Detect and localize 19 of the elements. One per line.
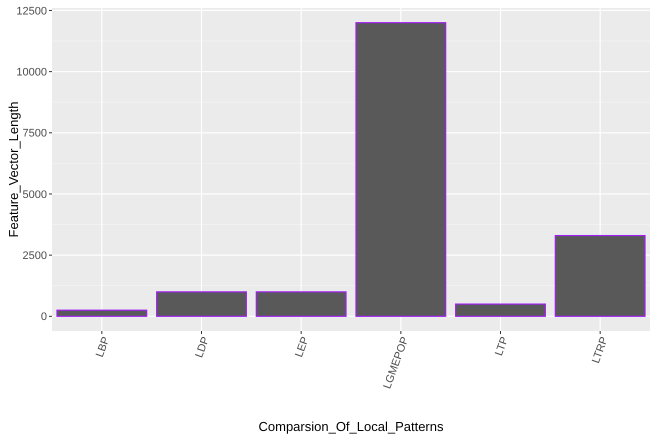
y-tick-label: 0 [40, 311, 47, 324]
bar [355, 22, 446, 317]
y-tick-label: 10000 [16, 66, 47, 78]
y-tick-label: 5000 [22, 188, 47, 201]
x-axis-title: Comparsion_Of_Local_Patterns [258, 419, 444, 434]
x-tick-label: LEP [293, 335, 312, 359]
x-tick-label: LDP [193, 335, 212, 360]
bar [455, 303, 546, 317]
y-tick-label: 2500 [22, 250, 47, 262]
y-tick-label: 7500 [22, 128, 47, 140]
y-axis-title: Feature_Vector_Length [6, 102, 21, 238]
x-tick-label: LTRP [590, 335, 611, 366]
x-tick-label: LBP [94, 335, 112, 359]
x-tick-label: LTP [493, 335, 511, 358]
bar [56, 310, 148, 317]
y-tick-label: 12500 [16, 5, 47, 18]
bar [256, 291, 347, 317]
bar [156, 291, 247, 317]
bar [554, 234, 646, 317]
